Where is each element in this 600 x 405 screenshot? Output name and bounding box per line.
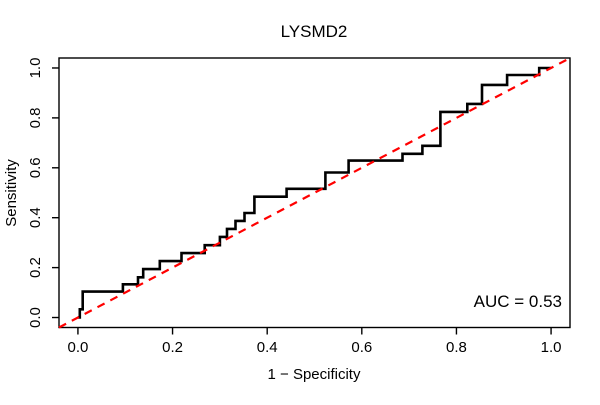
x-tick-label: 0.0	[67, 339, 88, 356]
chance-diagonal	[58, 57, 571, 329]
plot-series	[58, 57, 571, 329]
x-axis-label: 1 − Specificity	[268, 366, 361, 383]
y-tick-label: 0.0	[27, 307, 44, 328]
x-tick-label: 0.8	[446, 339, 467, 356]
x-tick-label: 0.2	[162, 339, 183, 356]
x-tick-label: 0.4	[257, 339, 278, 356]
y-tick-label: 0.2	[27, 257, 44, 278]
y-tick-label: 1.0	[27, 58, 44, 79]
y-tick-label: 0.6	[27, 157, 44, 178]
roc-curve	[77, 66, 552, 319]
y-tick-label: 0.4	[27, 207, 44, 228]
x-axis-ticks: 0.0 0.2 0.4 0.6 0.8 1.0	[67, 327, 562, 356]
y-axis-label: Sensitivity	[3, 159, 20, 227]
y-axis-ticks: 0.0 0.2 0.4 0.6 0.8 1.0	[27, 58, 59, 328]
x-tick-label: 0.6	[351, 339, 372, 356]
y-tick-label: 0.8	[27, 107, 44, 128]
chart-title: LYSMD2	[281, 22, 348, 41]
auc-annotation: AUC = 0.53	[474, 292, 562, 311]
x-tick-label: 1.0	[541, 339, 562, 356]
plot-box	[58, 57, 571, 329]
